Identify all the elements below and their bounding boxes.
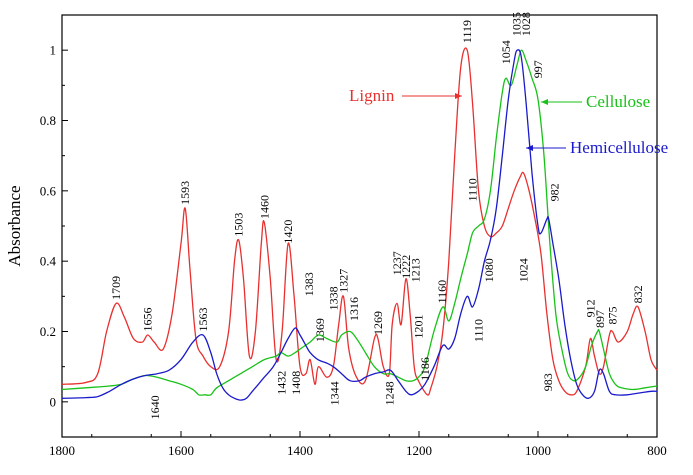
legend-arrow-head bbox=[526, 145, 533, 151]
peak-label: 875 bbox=[605, 307, 619, 325]
peak-label: 1119 bbox=[460, 20, 474, 43]
peak-label: 1593 bbox=[178, 181, 192, 205]
y-axis-label: Absorbance bbox=[5, 185, 24, 266]
peak-label: 1186 bbox=[418, 357, 432, 381]
peak-label: 1080 bbox=[482, 258, 496, 282]
peak-label: 1563 bbox=[196, 308, 210, 332]
peak-label: 1035 bbox=[510, 12, 524, 36]
peak-label: 1160 bbox=[435, 280, 449, 304]
legend-label-lignin: Lignin bbox=[349, 86, 395, 105]
peak-label: 1709 bbox=[109, 276, 123, 300]
x-tick-label: 1200 bbox=[406, 443, 432, 458]
peak-label: 832 bbox=[631, 285, 645, 303]
x-tick-label: 1600 bbox=[168, 443, 194, 458]
peak-label: 1024 bbox=[517, 258, 531, 282]
series-line-cellulose bbox=[61, 49, 658, 396]
series-line-lignin bbox=[61, 47, 658, 396]
y-tick-label: 0.6 bbox=[40, 183, 57, 198]
y-tick-label: 1 bbox=[50, 43, 57, 58]
peak-label: 1237 bbox=[390, 251, 404, 275]
x-tick-label: 1000 bbox=[525, 443, 551, 458]
series-line-hemicellulose bbox=[61, 49, 658, 401]
peak-label: 912 bbox=[583, 299, 597, 317]
legend-label-hemicellulose: Hemicellulose bbox=[570, 138, 668, 157]
peak-label: 1460 bbox=[257, 195, 271, 219]
x-tick-label: 1400 bbox=[287, 443, 313, 458]
y-tick-label: 0.2 bbox=[40, 324, 56, 339]
peak-label: 1222 bbox=[399, 255, 413, 279]
peak-label: 1213 bbox=[408, 258, 422, 282]
peak-label: 1338 bbox=[326, 286, 340, 310]
annotation-layer: 1709 1656 1593 1563 1503 1460 1420 1383 1369 1338… bbox=[109, 12, 645, 419]
axis-ticks: 1800 1600 1400 1200 1000 800 0 0.2 0.4 0.6 0.8 1 bbox=[40, 14, 667, 458]
peak-label: 1327 bbox=[336, 269, 350, 293]
legend-layer: Lignin Cellulose Hemicellulose bbox=[349, 86, 668, 157]
legend-label-cellulose: Cellulose bbox=[586, 92, 650, 111]
peak-label: 1408 bbox=[289, 371, 303, 395]
peak-label: 997 bbox=[531, 60, 545, 78]
peak-label: 897 bbox=[593, 310, 607, 328]
y-tick-label: 0.8 bbox=[40, 113, 56, 128]
peak-label: 1054 bbox=[499, 40, 513, 64]
peak-label: 1201 bbox=[411, 315, 425, 339]
peak-label: 1248 bbox=[382, 381, 396, 405]
peak-label: 1269 bbox=[371, 311, 385, 335]
peak-label: 1656 bbox=[141, 308, 155, 332]
peak-label: 983 bbox=[541, 373, 555, 391]
peak-label: 1110 bbox=[466, 178, 480, 201]
x-tick-label: 800 bbox=[647, 443, 667, 458]
peak-label: 1316 bbox=[347, 297, 361, 321]
peak-label: 1420 bbox=[281, 220, 295, 244]
peak-label: 1369 bbox=[313, 318, 327, 342]
series-layer bbox=[61, 47, 658, 401]
peak-label: 1110 bbox=[472, 319, 486, 342]
y-tick-label: 0 bbox=[50, 394, 57, 409]
peak-label: 1432 bbox=[275, 371, 289, 395]
peak-label: 1640 bbox=[148, 395, 162, 419]
peak-label: 1503 bbox=[232, 213, 246, 237]
peak-label: 1344 bbox=[328, 381, 342, 405]
peak-label: 1383 bbox=[302, 272, 316, 296]
y-tick-label: 0.4 bbox=[40, 254, 57, 269]
x-tick-label: 1800 bbox=[49, 443, 75, 458]
peak-label: 982 bbox=[548, 183, 562, 201]
legend-arrow-head bbox=[455, 93, 462, 99]
legend-arrow-head bbox=[541, 99, 548, 105]
peak-label: 1028 bbox=[519, 12, 533, 36]
